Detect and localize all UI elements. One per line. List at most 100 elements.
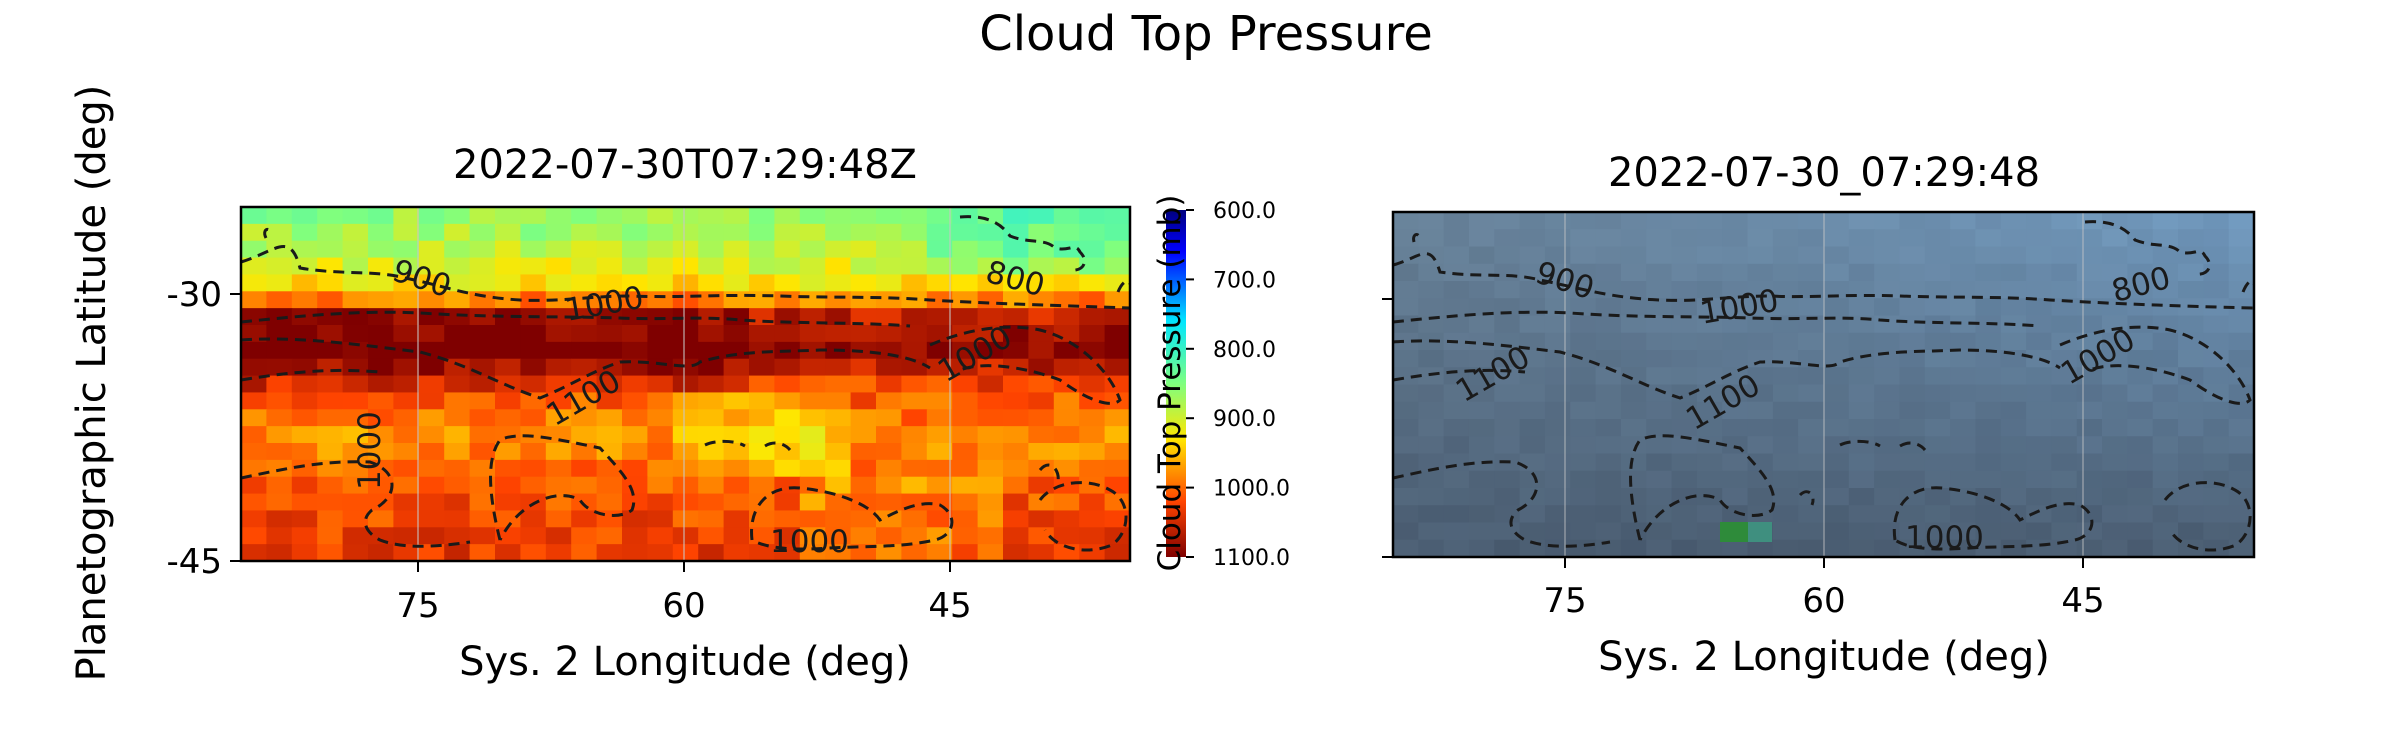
image-pixel [1444, 523, 1470, 541]
image-pixel [1418, 523, 1444, 541]
colorbar-label: Cloud Top Pressure (mb) [1152, 195, 1188, 572]
heatmap-cell [774, 426, 800, 443]
heatmap-cell [1079, 460, 1105, 477]
image-pixel [2102, 385, 2128, 403]
heatmap-cell [724, 494, 750, 511]
heatmap-cell [1003, 494, 1029, 511]
heatmap-cell [673, 342, 699, 359]
heatmap-cell [978, 510, 1004, 527]
image-pixel [1444, 436, 1470, 454]
image-pixel [2229, 436, 2255, 454]
heatmap-cell [444, 207, 470, 224]
heatmap-cell [1054, 308, 1080, 325]
image-pixel [2153, 402, 2179, 420]
heatmap-cell [317, 494, 343, 511]
heatmap-cell [622, 409, 648, 426]
image-pixel [1824, 212, 1850, 230]
image-pixel [1874, 333, 1900, 351]
heatmap-cell [444, 224, 470, 241]
heatmap-cell [647, 359, 673, 376]
colorbar-ticks: 600.0700.0800.0900.01000.01100.0 [1186, 199, 1290, 571]
heatmap-cell [241, 544, 267, 561]
heatmap-cell [1079, 274, 1105, 291]
image-pixel [1596, 333, 1622, 351]
image-pixel [1621, 316, 1647, 334]
image-pixel [1596, 229, 1622, 247]
heatmap-cell [571, 241, 597, 258]
image-pixel [1545, 523, 1571, 541]
image-pixel [2178, 402, 2204, 420]
image-pixel [1621, 523, 1647, 541]
heatmap-cell [317, 527, 343, 544]
heatmap-cell [546, 544, 572, 561]
image-pixel [2026, 212, 2052, 230]
image-pixel [2077, 540, 2103, 558]
heatmap-cell [673, 224, 699, 241]
image-pixel [1621, 350, 1647, 368]
heatmap-cell [266, 342, 292, 359]
image-pixel [2229, 471, 2255, 489]
heatmap-cell [774, 207, 800, 224]
heatmap-cell [368, 291, 394, 308]
image-pixel [1494, 540, 1520, 558]
left-panel-title: 2022-07-30T07:29:48Z [453, 142, 917, 188]
heatmap-cell [571, 544, 597, 561]
heatmap-cell [851, 207, 877, 224]
image-pixel [1545, 471, 1571, 489]
heatmap-cell [825, 409, 851, 426]
image-pixel [1418, 471, 1444, 489]
heatmap-cell [343, 241, 369, 258]
heatmap-cell [724, 510, 750, 527]
image-pixel [2051, 523, 2077, 541]
heatmap-cell [546, 527, 572, 544]
heatmap-cell [876, 392, 902, 409]
colorbar-tick-label: 600.0 [1213, 199, 1276, 224]
heatmap-cell [647, 544, 673, 561]
heatmap-cell [901, 376, 927, 393]
image-pixel [1849, 454, 1875, 472]
heatmap-cell [444, 342, 470, 359]
heatmap-cell [774, 291, 800, 308]
heatmap-cell [952, 308, 978, 325]
heatmap-cell [851, 392, 877, 409]
image-pixel [2229, 350, 2255, 368]
image-pixel [1773, 367, 1799, 385]
heatmap-cell [292, 527, 318, 544]
image-pixel [2051, 436, 2077, 454]
image-pixel [1798, 523, 1824, 541]
image-pixel [1418, 402, 1444, 420]
image-pixel [2127, 471, 2153, 489]
heatmap-cell [978, 376, 1004, 393]
heatmap-cell [1105, 308, 1131, 325]
heatmap-cell [495, 426, 521, 443]
image-pixel [1824, 367, 1850, 385]
heatmap-cell [647, 308, 673, 325]
image-pixel [1494, 316, 1520, 334]
heatmap-cell [520, 443, 546, 460]
heatmap-cell [800, 494, 826, 511]
heatmap-cell [800, 258, 826, 275]
heatmap-cell [1028, 325, 1054, 342]
heatmap-cell [495, 241, 521, 258]
heatmap-cell [698, 477, 724, 494]
image-pixel [2203, 402, 2229, 420]
heatmap-cell [774, 376, 800, 393]
heatmap-cell [876, 258, 902, 275]
heatmap-cell [673, 359, 699, 376]
heatmap-cell [851, 376, 877, 393]
heatmap-cell [724, 325, 750, 342]
heatmap-cell [724, 544, 750, 561]
heatmap-cell [851, 359, 877, 376]
image-pixel [1469, 316, 1495, 334]
heatmap-cell [673, 544, 699, 561]
heatmap-cell [952, 477, 978, 494]
image-pixel [2077, 402, 2103, 420]
heatmap-cell [597, 224, 623, 241]
heatmap-cell [1054, 494, 1080, 511]
heatmap-cell [901, 544, 927, 561]
heatmap-cell [749, 291, 775, 308]
heatmap-cell [495, 460, 521, 477]
image-pixel [2203, 436, 2229, 454]
image-pixel [1494, 247, 1520, 265]
image-pixel [2077, 419, 2103, 437]
